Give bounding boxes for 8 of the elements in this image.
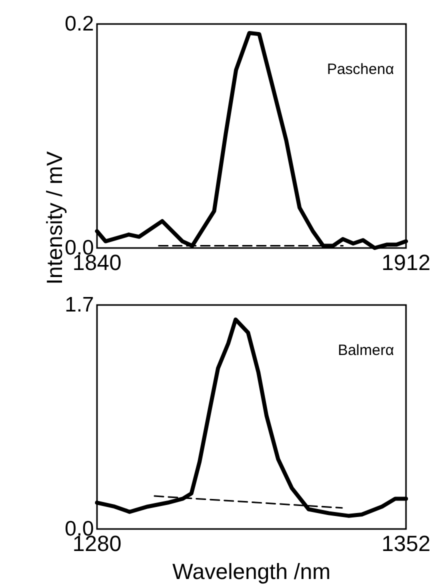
y-tick-label: 1.7 xyxy=(64,294,94,316)
x-tick-label: 1912 xyxy=(382,250,430,275)
x-tick-label: 1352 xyxy=(382,531,430,556)
annotation: Paschenα xyxy=(326,61,394,78)
x-axis-title: Wavelength /nm xyxy=(172,559,331,584)
y-tick-label: 0.2 xyxy=(64,12,94,36)
annotation: Balmerα xyxy=(338,342,394,359)
y-axis-title: Intensity / mV xyxy=(42,151,67,285)
